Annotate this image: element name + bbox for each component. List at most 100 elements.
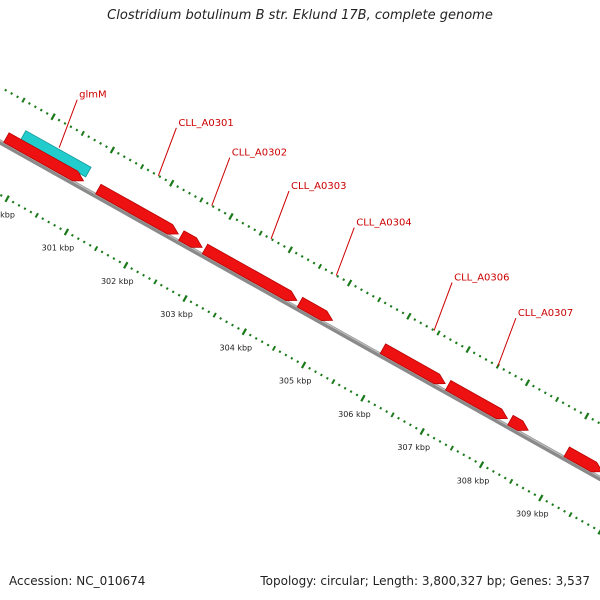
inner-minor-tick — [568, 511, 573, 518]
outer-minor-tick — [271, 238, 274, 242]
outer-minor-tick — [223, 211, 227, 215]
outer-minor-tick — [217, 208, 221, 212]
outer-minor-tick — [532, 384, 535, 388]
leader-cll-a0304 — [335, 227, 355, 276]
outer-minor-tick — [235, 218, 239, 222]
inner-minor-tick — [11, 200, 15, 204]
gene-cll-a0306-arrow — [379, 343, 446, 385]
kbp-label: 304 kbp — [220, 343, 253, 352]
inner-major-tick — [419, 427, 425, 436]
outer-minor-tick — [395, 308, 399, 312]
outer-minor-tick — [419, 321, 423, 325]
inner-minor-tick — [70, 233, 74, 237]
inner-minor-tick — [130, 267, 134, 271]
inner-minor-tick — [320, 373, 323, 377]
outer-minor-tick — [514, 374, 518, 378]
outer-minor-tick — [472, 351, 476, 355]
outer-minor-tick — [306, 258, 310, 262]
outer-minor-tick — [57, 118, 61, 122]
inner-minor-tick — [314, 370, 317, 374]
gene-label-cll-a0306: CLL_A0306 — [454, 272, 509, 283]
outer-tick-ring — [4, 88, 600, 425]
inner-minor-tick — [574, 516, 578, 520]
outer-minor-tick — [371, 294, 375, 298]
outer-minor-tick — [490, 361, 494, 365]
inner-minor-tick — [349, 390, 353, 394]
gene-label-glmm: glmM — [79, 90, 107, 101]
outer-minor-tick — [336, 274, 340, 278]
inner-minor-tick — [195, 303, 199, 307]
inner-minor-tick — [189, 300, 193, 304]
outer-minor-tick — [549, 394, 553, 398]
inner-minor-tick — [456, 450, 460, 453]
gene-label-cll-a0302: CLL_A0302 — [232, 148, 287, 159]
inner-minor-tick — [373, 403, 377, 407]
gene-cll-a0301-arrow — [95, 183, 179, 235]
outer-minor-tick — [188, 191, 191, 195]
outer-minor-tick — [134, 161, 138, 165]
outer-major-tick — [406, 312, 412, 320]
outer-minor-tick — [265, 235, 268, 238]
inner-minor-tick — [100, 250, 104, 254]
outer-minor-tick — [27, 102, 31, 105]
inner-minor-tick — [355, 393, 359, 397]
inner-minor-tick — [254, 336, 258, 340]
outer-minor-tick — [324, 268, 328, 272]
outer-minor-tick — [105, 145, 108, 149]
outer-minor-tick — [520, 378, 523, 381]
inner-minor-tick — [367, 400, 371, 404]
inner-minor-tick — [385, 410, 389, 413]
inner-minor-tick — [271, 345, 277, 352]
inner-minor-tick — [225, 320, 228, 324]
inner-major-tick — [597, 529, 600, 535]
inner-minor-tick — [545, 499, 549, 503]
outer-minor-tick — [93, 138, 97, 142]
kbp-label: 308 kbp — [457, 476, 490, 485]
inner-minor-tick — [34, 212, 39, 219]
inner-minor-tick — [503, 476, 507, 480]
inner-minor-tick — [290, 356, 294, 360]
inner-minor-tick — [171, 290, 175, 294]
inner-minor-tick — [486, 466, 489, 470]
outer-minor-tick — [561, 401, 565, 405]
inner-minor-tick — [112, 257, 116, 261]
inner-minor-tick — [201, 307, 205, 310]
outer-minor-tick — [460, 344, 464, 348]
outer-minor-tick — [300, 254, 304, 258]
inner-minor-tick — [231, 323, 234, 327]
outer-minor-tick — [152, 171, 156, 175]
inner-minor-tick — [266, 343, 270, 347]
inner-minor-tick — [533, 493, 537, 497]
inner-minor-tick — [219, 316, 223, 320]
outer-minor-tick — [63, 121, 67, 125]
inner-minor-tick — [397, 416, 400, 420]
inner-minor-tick — [148, 277, 151, 280]
leader-cll-a0303 — [270, 190, 290, 240]
inner-minor-tick — [308, 366, 311, 370]
inner-minor-tick — [432, 436, 436, 440]
inner-minor-tick — [521, 486, 525, 490]
outer-minor-tick — [158, 175, 162, 179]
outer-minor-tick — [33, 105, 37, 109]
kbp-label: 301 kbp — [42, 244, 75, 253]
inner-minor-tick — [390, 412, 395, 418]
inner-minor-tick — [586, 523, 590, 527]
outer-minor-tick — [312, 261, 316, 265]
kbp-label: 302 kbp — [101, 277, 134, 286]
inner-minor-tick — [497, 473, 501, 477]
inner-tick-ring — [0, 193, 600, 535]
outer-major-tick — [169, 179, 175, 187]
genome-summary: Topology: circular; Length: 3,800,327 bp… — [260, 574, 590, 588]
outer-minor-tick — [294, 251, 298, 255]
inner-minor-tick — [509, 478, 514, 485]
gene-cll-a0303-arrow — [201, 243, 298, 302]
outer-minor-tick — [10, 92, 14, 95]
outer-minor-tick — [87, 135, 91, 139]
leader-cll-a0306 — [433, 282, 453, 331]
outer-major-tick — [584, 412, 590, 420]
leader-glmm — [58, 99, 78, 148]
outer-minor-tick — [484, 358, 488, 361]
inner-major-tick — [4, 195, 10, 203]
outer-minor-tick — [360, 288, 363, 292]
